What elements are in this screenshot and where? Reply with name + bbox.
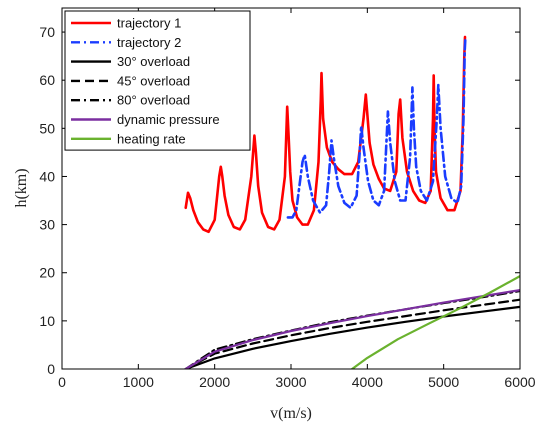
x-tick-label: 5000 bbox=[428, 374, 459, 390]
legend-box bbox=[64, 10, 251, 151]
x-tick-label: 3000 bbox=[275, 374, 306, 390]
y-tick-label: 40 bbox=[39, 168, 55, 184]
x-tick-label: 0 bbox=[58, 374, 66, 390]
legend-label-1: trajectory 1 bbox=[117, 16, 181, 31]
legend-label-3: 30° overload bbox=[117, 54, 190, 69]
x-tick-label: 1000 bbox=[123, 374, 154, 390]
legend-label-2: trajectory 2 bbox=[117, 35, 181, 50]
legend-label-7: heating rate bbox=[117, 131, 186, 146]
series-line-2 bbox=[286, 35, 467, 219]
legend: trajectory 1 trajectory 2 30° overload 45° … bbox=[64, 10, 251, 151]
x-tick-label: 2000 bbox=[199, 374, 230, 390]
ticks-layer: 0 1000 2000 3000 4000 5000 6000 0 10 20 30 40 50 60 70 bbox=[39, 8, 536, 390]
y-tick-label: 50 bbox=[39, 120, 55, 136]
y-axis-label: h(km) bbox=[13, 168, 30, 207]
y-tick-label: 60 bbox=[39, 72, 55, 88]
x-tick-label: 4000 bbox=[352, 374, 383, 390]
legend-label-5: 80° overload bbox=[117, 93, 190, 108]
y-tick-label: 70 bbox=[39, 24, 55, 40]
x-axis-label: v(m/s) bbox=[270, 405, 312, 422]
series-line-6 bbox=[184, 289, 520, 369]
series-line-7 bbox=[351, 275, 520, 369]
y-tick-label: 0 bbox=[47, 361, 55, 377]
series-line-3 bbox=[184, 305, 520, 369]
y-tick-label: 20 bbox=[39, 265, 55, 281]
y-tick-label: 30 bbox=[39, 217, 55, 233]
y-tick-label: 10 bbox=[39, 313, 55, 329]
legend-label-4: 45° overload bbox=[117, 73, 190, 88]
series-layer bbox=[184, 35, 520, 369]
x-tick-label: 6000 bbox=[504, 374, 535, 390]
legend-label-6: dynamic pressure bbox=[117, 112, 220, 127]
